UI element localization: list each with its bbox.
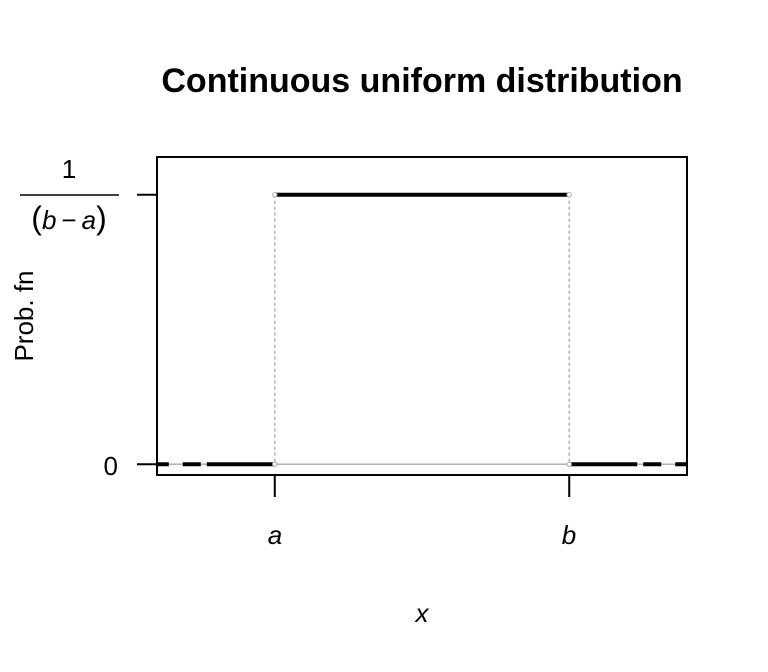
x-tick-label-b: b [562, 520, 576, 550]
plot-frame [156, 156, 688, 476]
plot-area [137, 192, 687, 497]
endpoint-marker-0 [272, 192, 278, 198]
y-axis-label: Prob. fn [9, 270, 39, 361]
endpoint-marker-1 [566, 192, 572, 198]
y-tick-label-fraction: 1 (b − a) [20, 154, 119, 236]
x-tick-label-a: a [268, 520, 282, 550]
y-tick-label-0: 0 [104, 451, 118, 481]
endpoint-marker-2 [272, 461, 278, 467]
y-tick-fraction-numerator: 1 [62, 154, 76, 184]
x-axis-label: x [414, 598, 430, 628]
endpoint-marker-3 [566, 461, 572, 467]
chart-title: Continuous uniform distribution [161, 62, 682, 100]
y-tick-fraction-denominator: (b − a) [31, 200, 106, 236]
